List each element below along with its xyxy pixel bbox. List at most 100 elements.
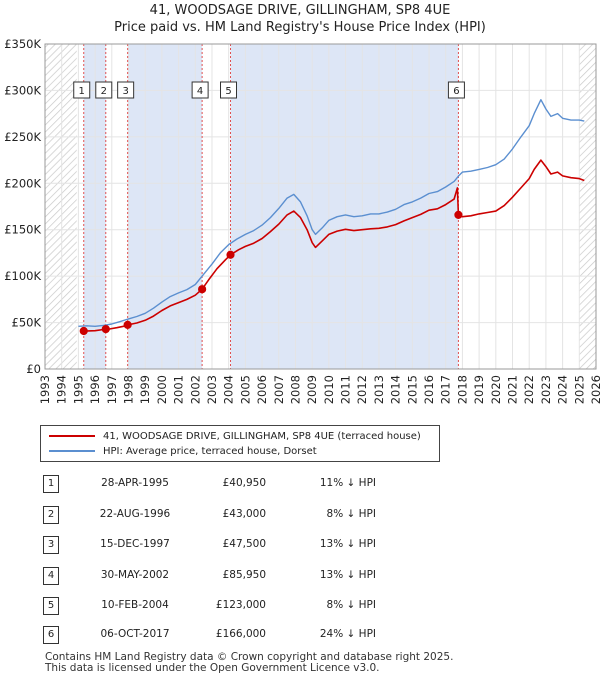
table-row: 2 22-AUG-1996 £43,000 8% ↓ HPI [0,505,600,525]
table-row: 1 28-APR-1995 £40,950 11% ↓ HPI [0,474,600,494]
transaction-label-box [117,81,135,99]
table-row: 6 06-OCT-2017 £166,000 24% ↓ HPI [0,625,600,645]
row-number: 1 [43,475,59,493]
transaction-label: 6 [453,86,459,97]
transaction-label-box [95,81,113,99]
x-tick-label: 2016 [422,375,436,404]
row-date: 30-MAY-2002 [100,569,170,581]
row-price: £40,950 [222,477,266,489]
transaction-label: 4 [197,86,203,97]
x-tick-label: 2014 [389,375,403,404]
y-tick-label: £200K [4,176,41,190]
x-tick-label: 2010 [322,375,336,404]
row-price: £47,500 [222,538,266,550]
x-tick-label: 2009 [305,375,319,404]
legend-item-property: 41, WOODSAGE DRIVE, GILLINGHAM, SP8 4UE … [49,429,421,443]
x-tick-label: 1993 [38,375,52,404]
legend: 41, WOODSAGE DRIVE, GILLINGHAM, SP8 4UE … [40,425,440,462]
transaction-label-box [220,81,238,99]
row-number: 3 [43,536,59,554]
row-number: 5 [43,597,59,615]
row-hpi-diff: 24% ↓ HPI [319,628,376,640]
row-hpi-diff: 13% ↓ HPI [319,538,376,550]
x-tick-label: 2015 [405,375,419,404]
ownership-shading [127,44,203,369]
transaction-point [79,326,88,336]
row-date: 06-OCT-2017 [100,628,170,640]
chart-svg: £0 £50K £100K £150K £200K £250K £300K £350K 1993… [4,37,600,404]
transaction-label-box [73,81,91,99]
x-tick-label: 1998 [121,375,135,404]
table-row: 3 15-DEC-1997 £47,500 13% ↓ HPI [0,535,600,555]
x-tick-label: 1997 [105,375,119,404]
x-tick-label: 2011 [339,375,353,404]
legend-label-hpi: HPI: Average price, terraced house, Dors… [103,445,317,457]
row-price: £123,000 [215,599,266,611]
transaction-point [454,210,463,219]
row-date: 15-DEC-1997 [100,538,170,550]
no-data-hatch [45,44,77,369]
y-tick-label: £100K [4,269,41,283]
row-hpi-diff: 11% ↓ HPI [319,477,376,489]
transaction-label-box [191,81,209,99]
legend-swatch-blue [49,450,95,452]
y-tick-label: £0 [26,362,41,376]
x-tick-label: 2022 [522,375,536,404]
row-price: £85,950 [222,569,266,581]
x-tick-label: 1995 [71,375,85,404]
x-tick-label: 2020 [489,375,503,404]
x-tick-label: 2005 [238,375,252,404]
x-tick-label: 2023 [539,375,553,404]
transaction-label: 2 [101,86,107,97]
x-tick-label: 2013 [372,375,386,404]
legend-label-property: 41, WOODSAGE DRIVE, GILLINGHAM, SP8 4UE … [103,430,421,442]
transaction-point [101,324,110,334]
x-tick-label: 2001 [172,375,186,404]
chart-subtitle: Price paid vs. HM Land Registry's House … [114,20,486,35]
x-tick-label: 2002 [188,375,202,404]
property-price-line [83,159,585,332]
row-number: 6 [43,626,59,644]
legend-item-hpi: HPI: Average price, terraced house, Dors… [49,444,317,458]
row-date: 28-APR-1995 [101,477,169,489]
x-tick-label: 2026 [589,375,600,404]
x-tick-label: 2008 [288,375,302,404]
x-tick-label: 1999 [138,375,152,404]
row-hpi-diff: 13% ↓ HPI [319,569,376,581]
chart-title: 41, WOODSAGE DRIVE, GILLINGHAM, SP8 4UE [149,3,451,18]
x-tick-label: 2007 [272,375,286,404]
row-number: 2 [43,506,59,524]
hpi-line [78,98,585,327]
y-tick-label: £300K [4,83,41,97]
footer-copyright: Contains HM Land Registry data © Crown c… [45,651,454,663]
x-tick-label: 1994 [55,375,69,404]
row-number: 4 [43,567,59,585]
table-row: 5 10-FEB-2004 £123,000 8% ↓ HPI [0,596,600,616]
row-price: £43,000 [222,508,266,520]
x-tick-label: 2006 [255,375,269,404]
footer-licence: This data is licensed under the Open Gov… [45,662,380,674]
x-tick-label: 2017 [439,375,453,404]
transaction-point [198,285,207,294]
x-tick-label: 2024 [556,375,570,404]
transaction-label-box [447,81,465,99]
y-tick-label: £250K [4,130,41,144]
x-tick-label: 1996 [88,375,102,404]
row-hpi-diff: 8% ↓ HPI [326,508,376,520]
transaction-label: 1 [79,86,85,97]
legend-swatch-red [49,435,95,437]
x-tick-label: 2025 [572,375,586,404]
row-date: 22-AUG-1996 [99,508,171,520]
row-price: £166,000 [215,628,266,640]
x-tick-label: 2018 [455,375,469,404]
x-tick-label: 2000 [155,375,169,404]
table-row: 4 30-MAY-2002 £85,950 13% ↓ HPI [0,566,600,586]
row-hpi-diff: 8% ↓ HPI [326,599,376,611]
transaction-point [123,320,132,329]
y-tick-label: £350K [4,37,41,51]
y-tick-label: £150K [4,223,41,237]
transaction-label: 3 [122,86,128,97]
row-date: 10-FEB-2004 [101,599,169,611]
x-tick-label: 2021 [506,375,520,404]
transaction-point [226,250,235,259]
